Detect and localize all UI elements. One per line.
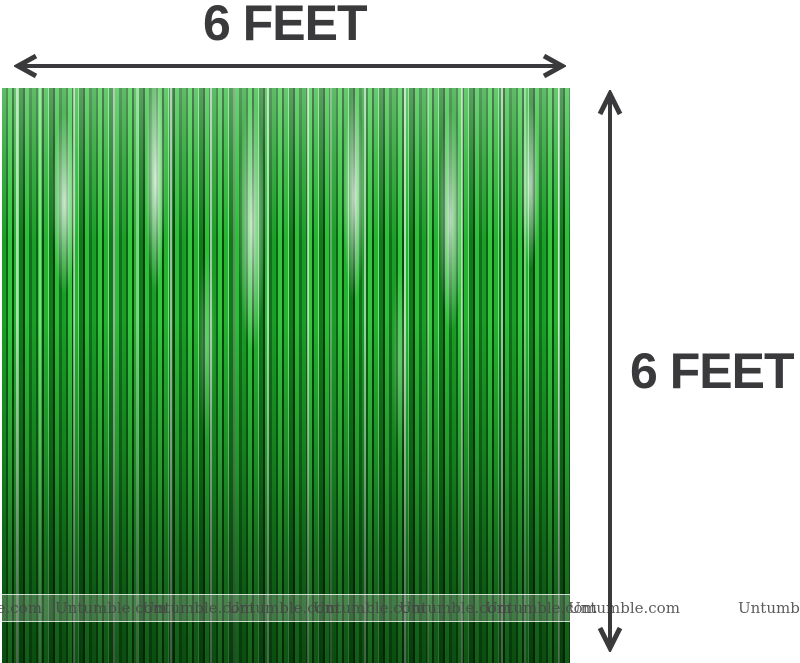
watermark-text: Untumble.com (142, 599, 254, 617)
watermark-text: Untumble.com (485, 599, 597, 617)
horizontal-dimension-arrow-icon (14, 53, 566, 79)
watermark-text: Untumble.com (568, 599, 680, 617)
right-dimension-label: 6 FEET (630, 343, 794, 399)
watermark-text: Untumble.com (55, 599, 167, 617)
watermark-text: Untumble.com (227, 599, 339, 617)
green-foil-curtain-photo (2, 88, 570, 663)
watermark-text: Untumble.com (738, 599, 800, 617)
top-dimension-label: 6 FEET (203, 0, 367, 51)
watermark-band (2, 594, 570, 622)
watermark-text: Untumble.com (399, 599, 511, 617)
watermark-text: mble.com (0, 599, 42, 617)
vertical-dimension-arrow-icon (597, 90, 623, 652)
watermark-row: mble.com Untumble.com Untumble.com Untum… (0, 597, 800, 619)
watermark-text: Untumble.com (313, 599, 425, 617)
